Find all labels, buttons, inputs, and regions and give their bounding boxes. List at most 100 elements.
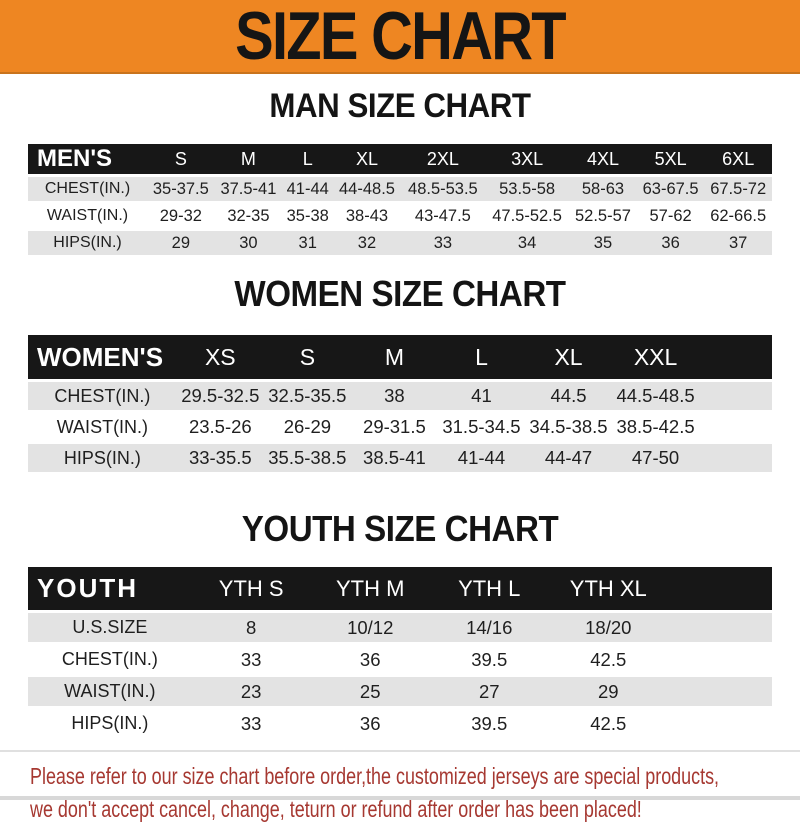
row-label-cell: WAIST(IN.) (46, 207, 129, 224)
disclaimer-line-1: Please refer to our size chart before or… (30, 763, 720, 789)
row-label-cell: CHEST(IN.) (28, 382, 177, 410)
size-header-cell: S (147, 144, 215, 174)
men-chest-row: CHEST(IN.) 35-37.5 37.5-41 41-44 44-48.5… (28, 177, 772, 201)
youth-table-label: YOUTH (28, 567, 192, 610)
size-value-cell: 29-31.5 (363, 416, 426, 437)
size-value-cell: 47-50 (612, 444, 700, 472)
youth-header-row: YOUTH YTH S YTH M YTH L YTH XL (28, 567, 772, 610)
size-value-cell: 27 (429, 677, 549, 706)
size-header-cell: XXL (612, 335, 700, 379)
size-value-cell: 32.5-35.5 (263, 382, 351, 410)
size-header-cell: S (263, 335, 351, 379)
size-value-cell: 34 (484, 231, 570, 255)
size-header-cell: 6XL (704, 144, 772, 174)
size-value-cell: 23 (191, 677, 311, 706)
size-value-cell: 26-29 (283, 416, 332, 437)
size-value-cell: 41-44 (437, 444, 525, 472)
size-value-cell: 35-37.5 (147, 177, 215, 201)
size-value-cell: 41 (437, 382, 525, 410)
men-size-table: MEN'S S M L XL 2XL 3XL 4XL 5XL 6XL CHEST… (28, 141, 772, 258)
size-value-cell: 31 (282, 231, 334, 255)
women-table-label: WOMEN'S (28, 335, 177, 379)
filler-cell (699, 413, 772, 441)
row-label-cell: CHEST(IN.) (28, 177, 148, 201)
size-value-cell: 38-43 (345, 206, 389, 225)
row-label-cell: HIPS(IN.) (28, 444, 177, 472)
youth-ussize-row: U.S.SIZE 8 10/12 14/16 18/20 (28, 613, 772, 642)
size-value-cell: 48.5-53.5 (400, 177, 485, 201)
size-value-cell: 29.5-32.5 (176, 382, 264, 410)
size-header-cell: YTH L (429, 567, 549, 610)
man-section-heading: MAN SIZE CHART (0, 87, 800, 125)
size-value-cell: 36 (359, 712, 381, 734)
size-value-cell: 52.5-57 (575, 206, 631, 225)
size-header-cell: L (437, 335, 525, 379)
size-value-cell: 18/20 (548, 613, 668, 642)
size-value-cell: 62-66.5 (710, 206, 767, 225)
size-value-cell: 8 (191, 613, 311, 642)
women-section-heading-text: WOMEN SIZE CHART (234, 273, 566, 314)
size-value-cell: 53.5-58 (484, 177, 570, 201)
size-value-cell: 33-35.5 (176, 444, 264, 472)
women-section-heading: WOMEN SIZE CHART (0, 274, 800, 314)
size-value-cell: 37 (704, 231, 772, 255)
row-label-cell: U.S.SIZE (28, 613, 192, 642)
page-title: SIZE CHART (235, 0, 567, 74)
men-hips-row: HIPS(IN.) 29 30 31 32 33 34 35 36 37 (28, 231, 772, 255)
youth-waist-row: WAIST(IN.) 23 25 27 29 (28, 677, 772, 706)
man-section-heading-text: MAN SIZE CHART (269, 87, 531, 125)
disclaimer-note: Please refer to our size chart before or… (0, 750, 800, 826)
filler-cell (667, 567, 772, 610)
size-value-cell: 63-67.5 (636, 177, 705, 201)
size-value-cell: 42.5 (590, 648, 627, 670)
size-value-cell: 67.5-72 (704, 177, 772, 201)
row-label-cell: CHEST(IN.) (61, 649, 158, 669)
row-label-cell: WAIST(IN.) (56, 416, 149, 437)
size-header-cell: XL (524, 335, 613, 379)
size-value-cell: 31.5-34.5 (442, 416, 521, 437)
size-header-cell: 5XL (636, 144, 705, 174)
size-header-cell: 2XL (400, 144, 485, 174)
size-value-cell: 36 (636, 231, 705, 255)
size-value-cell: 39.5 (471, 648, 508, 670)
size-header-cell: 3XL (484, 144, 570, 174)
men-waist-row: WAIST(IN.) 29-32 32-35 35-38 38-43 43-47… (28, 204, 772, 228)
row-label-cell: HIPS(IN.) (71, 713, 149, 733)
size-value-cell: 33 (400, 231, 485, 255)
filler-cell (699, 382, 772, 410)
row-label-cell: HIPS(IN.) (28, 231, 148, 255)
size-chart-banner: SIZE CHART (0, 0, 800, 74)
size-value-cell: 42.5 (590, 712, 627, 734)
size-value-cell: 34.5-38.5 (529, 416, 608, 437)
size-value-cell: 44.5 (524, 382, 613, 410)
women-hips-row: HIPS(IN.) 33-35.5 35.5-38.5 38.5-41 41-4… (28, 444, 772, 472)
size-value-cell: 38.5-41 (350, 444, 438, 472)
size-value-cell: 29 (147, 231, 215, 255)
youth-chest-row: CHEST(IN.) 33 36 39.5 42.5 (28, 645, 772, 674)
women-header-row: WOMEN'S XS S M L XL XXL (28, 335, 772, 379)
size-value-cell: 44.5-48.5 (612, 382, 700, 410)
size-value-cell: 43-47.5 (414, 206, 471, 225)
filler-cell (667, 613, 772, 642)
size-value-cell: 30 (214, 231, 283, 255)
youth-size-table: YOUTH YTH S YTH M YTH L YTH XL U.S.SIZE … (28, 564, 772, 741)
size-value-cell: 33 (240, 648, 262, 670)
size-value-cell: 32 (333, 231, 401, 255)
men-header-row: MEN'S S M L XL 2XL 3XL 4XL 5XL 6XL (28, 144, 772, 174)
size-value-cell: 33 (240, 712, 262, 734)
size-header-cell: YTH S (191, 567, 311, 610)
filler-cell (668, 709, 772, 738)
size-value-cell: 35-38 (286, 206, 329, 225)
size-header-cell: 4XL (569, 144, 637, 174)
filler-cell (699, 444, 772, 472)
size-value-cell: 10/12 (310, 613, 430, 642)
size-value-cell: 39.5 (471, 712, 508, 734)
size-value-cell: 44-47 (524, 444, 613, 472)
filler-cell (667, 677, 772, 706)
size-value-cell: 25 (310, 677, 430, 706)
size-header-cell: L (282, 144, 334, 174)
size-value-cell: 57-62 (649, 206, 692, 225)
size-value-cell: 38 (350, 382, 438, 410)
size-header-cell: M (350, 335, 438, 379)
women-chest-row: CHEST(IN.) 29.5-32.5 32.5-35.5 38 41 44.… (28, 382, 772, 410)
